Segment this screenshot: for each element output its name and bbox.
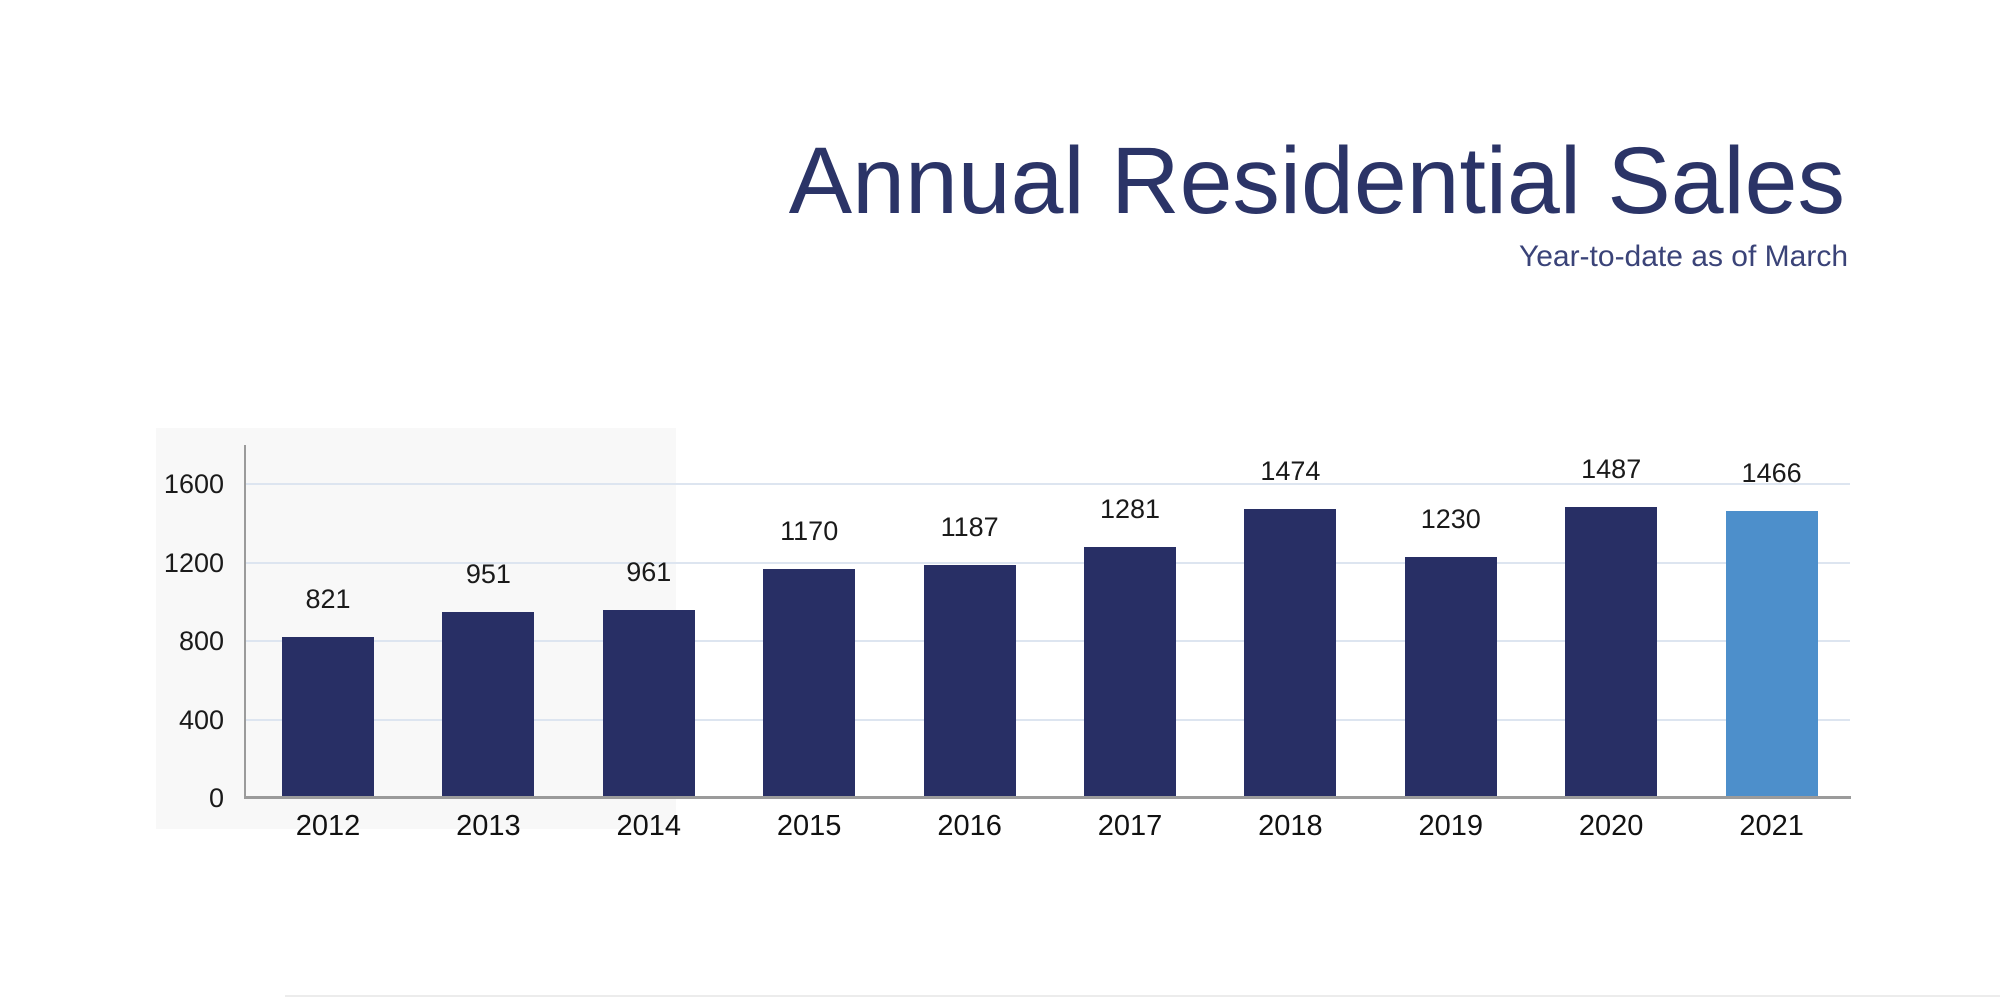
gridline-800 <box>246 640 1850 643</box>
bar-value-label-2016: 1187 <box>940 512 999 543</box>
gridline-400 <box>246 718 1850 721</box>
bar-value-label-2021: 1466 <box>1741 457 1802 488</box>
y-tick-label-800: 800 <box>178 626 224 657</box>
gridline-1600 <box>246 483 1850 486</box>
x-tick-label-2018: 2018 <box>1258 810 1323 842</box>
y-axis-line <box>244 445 246 798</box>
x-tick-label-2017: 2017 <box>1097 810 1163 842</box>
x-tick-label-2020: 2020 <box>1578 810 1644 842</box>
bar-2021 <box>1725 510 1818 798</box>
bottom-border-line <box>285 995 2000 997</box>
bar-2014 <box>602 609 695 798</box>
gridline-1200 <box>246 561 1850 564</box>
bar-value-label-2018: 1474 <box>1260 456 1321 487</box>
y-tick-label-1600: 1600 <box>163 469 224 500</box>
background-shading <box>156 428 676 829</box>
bar-value-label-2012: 821 <box>305 584 351 615</box>
x-tick-label-2012: 2012 <box>295 810 361 842</box>
bar-value-label-2017: 1281 <box>1099 493 1161 524</box>
bar-2017 <box>1084 546 1176 798</box>
bar-value-label-2020: 1487 <box>1581 453 1642 484</box>
bar-value-label-2019: 1230 <box>1420 503 1481 534</box>
x-tick-label-2016: 2016 <box>937 810 1002 842</box>
bar-2015 <box>763 568 856 798</box>
chart-title: Annual Residential Sales <box>788 128 1845 234</box>
bar-2013 <box>442 611 535 798</box>
bar-2020 <box>1565 506 1658 798</box>
bar-value-label-2015: 1170 <box>780 515 839 546</box>
chart-subtitle: Year-to-date as of March <box>1518 240 1848 273</box>
bar-2018 <box>1244 509 1337 798</box>
bar-value-label-2013: 951 <box>465 558 511 589</box>
bar-value-label-2014: 961 <box>626 556 672 587</box>
bar-2016 <box>923 565 1016 798</box>
y-tick-label-400: 400 <box>178 704 224 735</box>
x-tick-label-2015: 2015 <box>776 810 842 842</box>
bar-2019 <box>1404 556 1497 798</box>
bar-2012 <box>282 637 374 798</box>
x-tick-label-2021: 2021 <box>1739 810 1804 842</box>
x-tick-label-2019: 2019 <box>1418 810 1484 842</box>
y-tick-label-0: 0 <box>208 783 224 813</box>
y-tick-label-1200: 1200 <box>163 547 224 578</box>
x-tick-label-2014: 2014 <box>616 810 682 842</box>
x-tick-label-2013: 2013 <box>456 810 521 842</box>
x-axis-line <box>244 796 1851 799</box>
